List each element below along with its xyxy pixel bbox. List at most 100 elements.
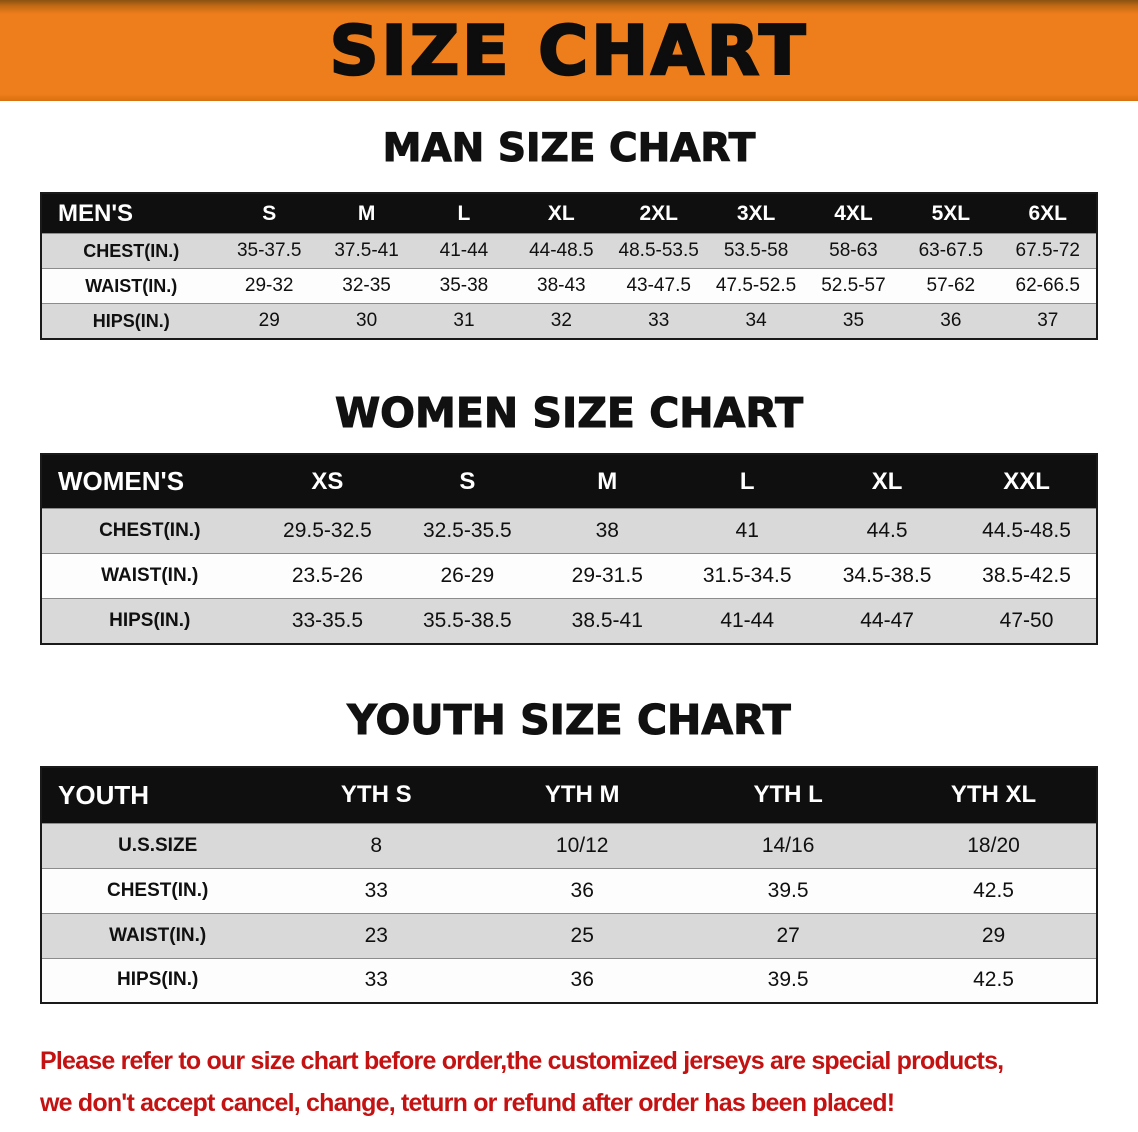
size-column-header: S <box>220 192 318 234</box>
measurement-label: CHEST(IN.) <box>41 867 274 914</box>
size-value: 34.5-38.5 <box>817 553 958 599</box>
size-value: 37 <box>999 303 1097 339</box>
size-value: 48.5-53.5 <box>610 233 708 269</box>
size-value: 37.5-41 <box>317 233 416 269</box>
size-value: 34 <box>707 303 805 339</box>
size-value: 27 <box>685 912 892 959</box>
measurement-row: WAIST(IN.) 23.5-26 26-29 29-31.5 31.5-34.5 34… <box>41 553 1097 599</box>
women-section-heading: WOMEN SIZE CHART <box>334 388 804 437</box>
size-value: 32-35 <box>317 268 416 304</box>
youth-size-section: YOUTH SIZE CHART YOUTH YTH S YTH M YTH L YTH… <box>0 695 1138 1005</box>
footer-disclaimer: Please refer to our size chart before or… <box>40 1040 1138 1124</box>
table-corner-label: MEN'S <box>41 192 221 234</box>
size-value: 23.5-26 <box>257 553 398 599</box>
size-chart-banner: SIZE CHART <box>0 0 1138 101</box>
size-value: 29 <box>220 303 318 339</box>
size-value: 31 <box>415 303 513 339</box>
size-value: 44.5 <box>817 508 958 554</box>
size-column-header: M <box>537 453 678 509</box>
measurement-label: HIPS(IN.) <box>41 957 274 1004</box>
size-value: 35 <box>804 303 903 339</box>
size-value: 35-37.5 <box>220 233 318 269</box>
banner-title: SIZE CHART <box>328 11 809 91</box>
size-value: 32.5-35.5 <box>397 508 538 554</box>
size-value: 35-38 <box>415 268 513 304</box>
size-value: 38 <box>537 508 678 554</box>
size-value: 67.5-72 <box>999 233 1097 269</box>
size-value: 10/12 <box>479 822 686 869</box>
size-column-header: YTH M <box>479 767 686 824</box>
size-value: 43-47.5 <box>610 268 708 304</box>
men-size-section: MAN SIZE CHART MEN'S S M L XL 2XL 3XL 4XL 5XL 6XL… <box>0 126 1138 340</box>
size-value: 47.5-52.5 <box>707 268 805 304</box>
size-column-header: YTH S <box>273 767 480 824</box>
women-size-table: WOMEN'S XS S M L XL XXL CHEST(IN.) 29.5-32.5 32.5… <box>40 452 1098 645</box>
size-column-header: XL <box>512 192 611 234</box>
measurement-row: WAIST(IN.) 23 25 27 29 <box>41 912 1097 959</box>
size-value: 33-35.5 <box>257 598 398 644</box>
size-value: 30 <box>317 303 416 339</box>
size-value: 32 <box>512 303 611 339</box>
footer-disclaimer-line-1: Please refer to our size chart before or… <box>40 1047 1004 1076</box>
size-value: 29-32 <box>220 268 318 304</box>
size-column-header: 6XL <box>999 192 1097 234</box>
size-value: 39.5 <box>685 957 892 1004</box>
size-value: 58-63 <box>804 233 903 269</box>
size-value: 52.5-57 <box>804 268 903 304</box>
measurement-label: WAIST(IN.) <box>41 912 274 959</box>
size-value: 44-47 <box>817 598 958 644</box>
size-value: 31.5-34.5 <box>677 553 818 599</box>
size-value: 42.5 <box>891 957 1097 1004</box>
size-value: 29 <box>891 912 1097 959</box>
youth-section-heading: YOUTH SIZE CHART <box>347 695 792 744</box>
size-column-header: XL <box>817 453 958 509</box>
table-header-row: WOMEN'S XS S M L XL XXL <box>41 453 1097 509</box>
size-column-header: L <box>677 453 818 509</box>
size-value: 38.5-41 <box>537 598 678 644</box>
size-column-header: 4XL <box>804 192 903 234</box>
table-header-row: MEN'S S M L XL 2XL 3XL 4XL 5XL 6XL <box>41 192 1097 234</box>
size-value: 33 <box>273 867 480 914</box>
measurement-row: CHEST(IN.) 35-37.5 37.5-41 41-44 44-48.5 48.5… <box>41 233 1097 269</box>
size-value: 44.5-48.5 <box>957 508 1097 554</box>
measurement-label: CHEST(IN.) <box>41 508 258 554</box>
size-value: 33 <box>273 957 480 1004</box>
size-value: 47-50 <box>957 598 1097 644</box>
men-size-table: MEN'S S M L XL 2XL 3XL 4XL 5XL 6XL CHEST(IN.) 35-37… <box>40 191 1098 340</box>
measurement-label: WAIST(IN.) <box>41 268 221 304</box>
size-value: 42.5 <box>891 867 1097 914</box>
footer-disclaimer-line-2: we don't accept cancel, change, teturn o… <box>40 1089 895 1118</box>
measurement-row: CHEST(IN.) 33 36 39.5 42.5 <box>41 867 1097 914</box>
measurement-row: U.S.SIZE 8 10/12 14/16 18/20 <box>41 822 1097 869</box>
size-column-header: M <box>317 192 416 234</box>
size-value: 29-31.5 <box>537 553 678 599</box>
youth-size-table: YOUTH YTH S YTH M YTH L YTH XL U.S.SIZE 8 10/12… <box>40 766 1098 1005</box>
size-value: 26-29 <box>397 553 538 599</box>
size-value: 53.5-58 <box>707 233 805 269</box>
table-header-row: YOUTH YTH S YTH M YTH L YTH XL <box>41 767 1097 824</box>
size-column-header: S <box>397 453 538 509</box>
size-column-header: XXL <box>957 453 1097 509</box>
size-column-header: 3XL <box>707 192 805 234</box>
size-value: 29.5-32.5 <box>257 508 398 554</box>
size-value: 41-44 <box>415 233 513 269</box>
measurement-label: HIPS(IN.) <box>41 303 221 339</box>
size-value: 38.5-42.5 <box>957 553 1097 599</box>
table-corner-label: WOMEN'S <box>41 453 258 509</box>
size-value: 41 <box>677 508 818 554</box>
measurement-row: HIPS(IN.) 29 30 31 32 33 34 35 36 37 <box>41 303 1097 339</box>
size-column-header: YTH XL <box>891 767 1097 824</box>
measurement-label: HIPS(IN.) <box>41 598 258 644</box>
measurement-label: U.S.SIZE <box>41 822 274 869</box>
size-column-header: 5XL <box>902 192 1000 234</box>
size-column-header: 2XL <box>610 192 708 234</box>
size-value: 25 <box>479 912 686 959</box>
size-value: 39.5 <box>685 867 892 914</box>
size-value: 14/16 <box>685 822 892 869</box>
size-value: 38-43 <box>512 268 611 304</box>
size-value: 41-44 <box>677 598 818 644</box>
size-value: 62-66.5 <box>999 268 1097 304</box>
measurement-row: CHEST(IN.) 29.5-32.5 32.5-35.5 38 41 44.5 44.5… <box>41 508 1097 554</box>
size-column-header: YTH L <box>685 767 892 824</box>
size-value: 33 <box>610 303 708 339</box>
